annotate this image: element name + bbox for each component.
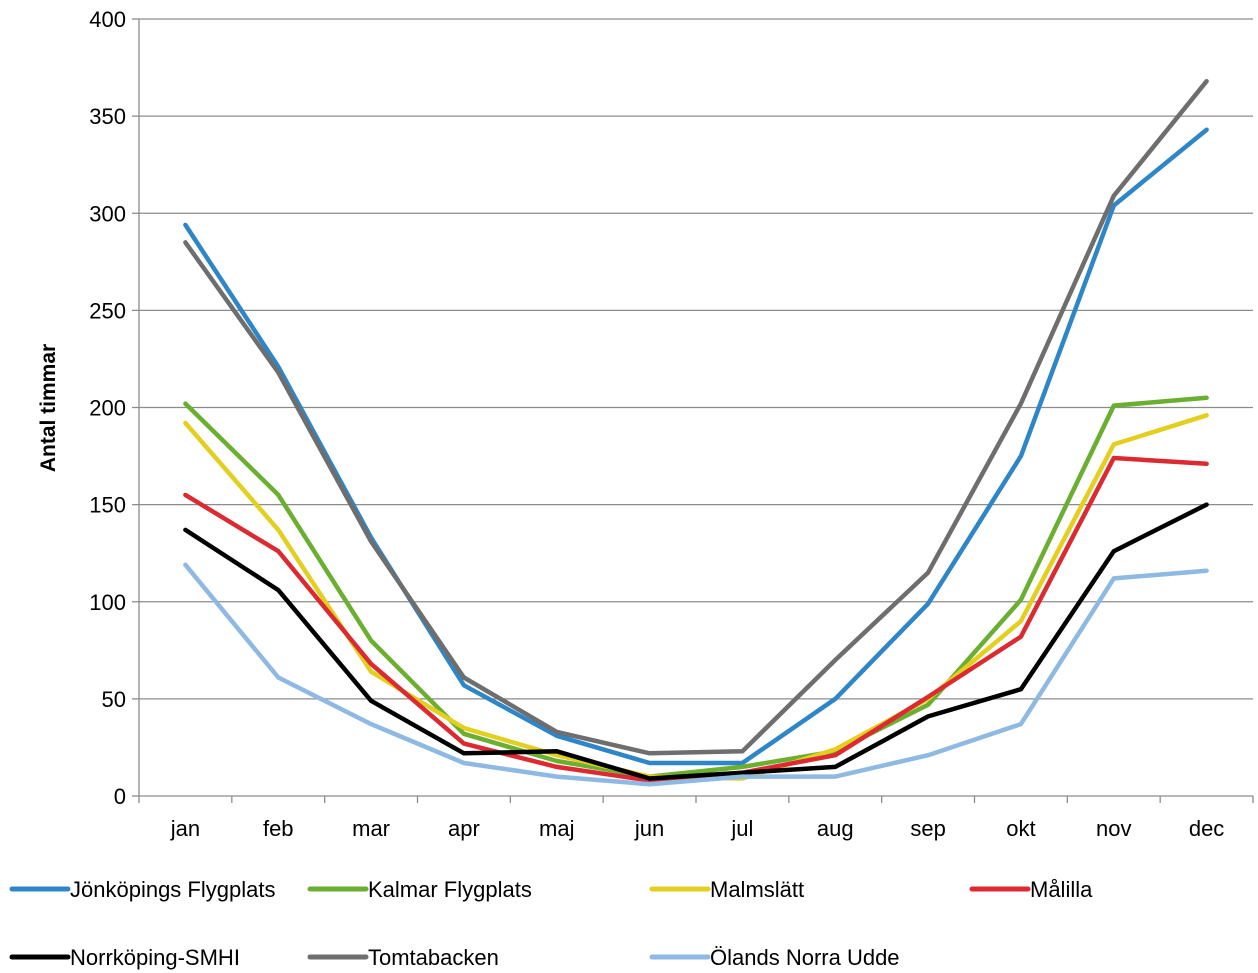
series-line: [183, 395, 1209, 779]
legend[interactable]: Jönköpings Flygplats Kalmar Flygplats Malm…: [9, 877, 1093, 970]
y-tick-label: 150: [89, 493, 126, 518]
y-tick-label: 300: [89, 201, 126, 226]
series-line: [183, 502, 1209, 781]
y-tick-label: 250: [89, 298, 126, 323]
legend-label: Målilla: [1030, 877, 1093, 902]
y-tick-label: 400: [89, 7, 126, 32]
x-tick-label: jan: [170, 816, 200, 841]
legend-item[interactable]: Ölands Norra Udde: [649, 945, 900, 970]
legend-label: Kalmar Flygplats: [368, 877, 532, 902]
y-tick-label: 0: [114, 784, 126, 809]
x-tick-label: jun: [634, 816, 664, 841]
series-lines: [183, 78, 1209, 787]
y-tick-label: 200: [89, 396, 126, 421]
x-tick-label: aug: [817, 816, 854, 841]
axes: [132, 18, 1254, 803]
y-tick-label: 50: [102, 687, 126, 712]
x-tick-label: feb: [263, 816, 294, 841]
x-tick-label: nov: [1096, 816, 1131, 841]
legend-label: Jönköpings Flygplats: [70, 877, 275, 902]
x-tick-label: maj: [539, 816, 574, 841]
x-tick-label: mar: [352, 816, 390, 841]
x-tick-label: jul: [730, 816, 753, 841]
legend-item[interactable]: Malmslätt: [649, 877, 804, 902]
gridlines: [139, 18, 1253, 700]
legend-item[interactable]: Målilla: [969, 877, 1093, 902]
series-line: [183, 78, 1209, 756]
x-tick-label: okt: [1006, 816, 1035, 841]
legend-label: Malmslätt: [710, 877, 804, 902]
x-tick-label: sep: [910, 816, 945, 841]
legend-label: Norrköping-SMHI: [70, 945, 240, 970]
x-tick-label: apr: [448, 816, 480, 841]
x-tick-labels: jan feb mar apr maj jun jul aug sep okt nov dec: [170, 816, 1225, 841]
legend-label: Tomtabacken: [368, 945, 499, 970]
y-axis-title: Antal timmar: [37, 344, 60, 472]
x-tick-label: dec: [1189, 816, 1224, 841]
legend-item[interactable]: Norrköping-SMHI: [9, 945, 240, 970]
series-line: [183, 562, 1209, 787]
series-line: [183, 127, 1209, 766]
legend-item[interactable]: Kalmar Flygplats: [307, 877, 532, 902]
legend-label: Ölands Norra Udde: [710, 945, 900, 970]
legend-item[interactable]: Tomtabacken: [307, 945, 499, 970]
y-tick-label: 100: [89, 590, 126, 615]
series-line: [183, 413, 1209, 781]
legend-item[interactable]: Jönköpings Flygplats: [9, 877, 275, 902]
y-tick-label: 350: [89, 104, 126, 129]
y-tick-labels: 0 50 100 150 200 250 300 350 400: [89, 7, 126, 809]
